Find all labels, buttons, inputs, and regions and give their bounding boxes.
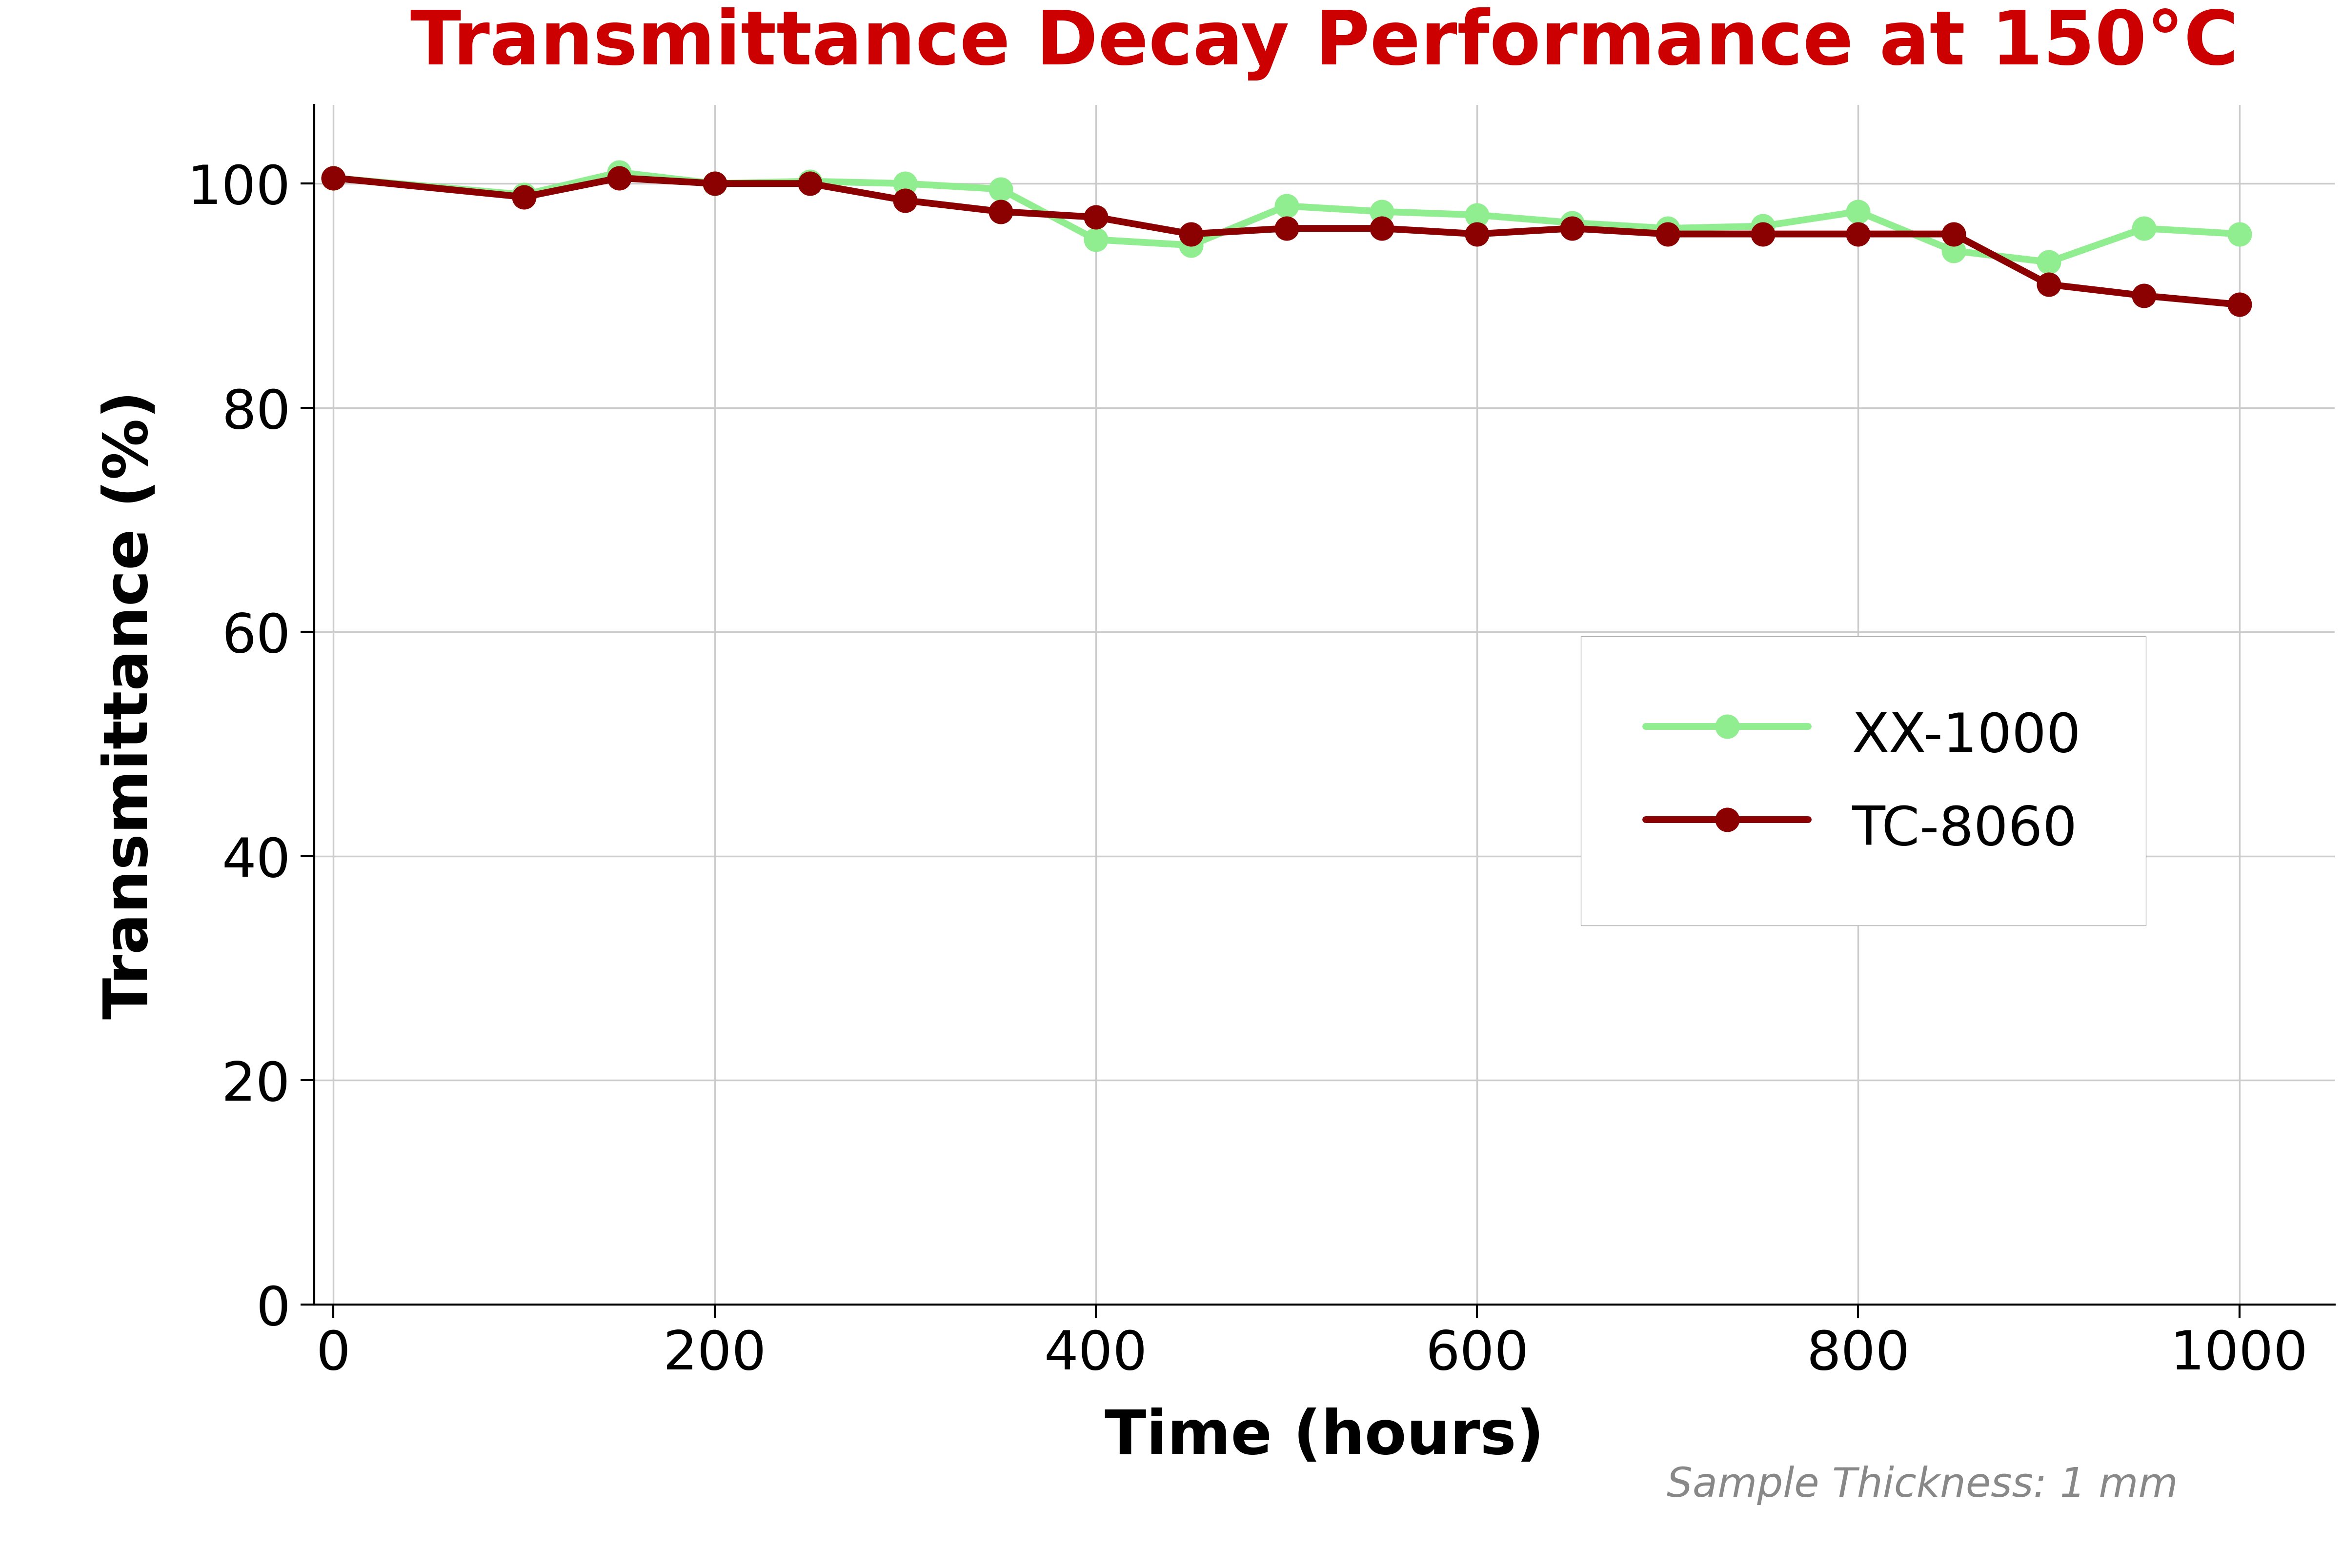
TC-8060 (319, 168, 347, 187)
TC-8060 (1939, 224, 1967, 243)
XX-1000 (1843, 202, 1871, 221)
XX-1000 (1653, 220, 1682, 238)
XX-1000 (1082, 230, 1110, 249)
XX-1000 (1557, 213, 1586, 232)
Line: TC-8060: TC-8060 (321, 166, 2251, 317)
TC-8060 (1368, 220, 1396, 238)
XX-1000 (1178, 235, 1206, 254)
XX-1000 (1464, 205, 1492, 224)
TC-8060 (604, 168, 632, 187)
XX-1000 (986, 180, 1014, 199)
Title: Transmittance Decay Performance at 150°C: Transmittance Decay Performance at 150°C (410, 8, 2239, 80)
TC-8060 (1272, 220, 1300, 238)
TC-8060 (796, 174, 824, 193)
TC-8060 (2129, 287, 2157, 306)
TC-8060 (2225, 295, 2253, 314)
XX-1000 (892, 174, 920, 193)
XX-1000 (796, 172, 824, 191)
TC-8060 (2035, 274, 2063, 293)
XX-1000 (1749, 216, 1778, 235)
Text: Sample Thickness: 1 mm: Sample Thickness: 1 mm (1668, 1466, 2178, 1505)
TC-8060 (1464, 224, 1492, 243)
Y-axis label: Transmittance (%): Transmittance (%) (101, 390, 159, 1019)
TC-8060 (1843, 224, 1871, 243)
XX-1000 (511, 185, 539, 204)
TC-8060 (1749, 224, 1778, 243)
TC-8060 (892, 191, 920, 210)
TC-8060 (1653, 224, 1682, 243)
XX-1000 (1368, 202, 1396, 221)
XX-1000 (2129, 220, 2157, 238)
TC-8060 (700, 174, 728, 193)
TC-8060 (986, 202, 1014, 221)
TC-8060 (1082, 207, 1110, 226)
XX-1000 (1939, 241, 1967, 260)
XX-1000 (604, 163, 632, 182)
XX-1000 (1272, 196, 1300, 215)
TC-8060 (511, 188, 539, 207)
Line: XX-1000: XX-1000 (321, 160, 2251, 274)
XX-1000 (2035, 252, 2063, 271)
TC-8060 (1557, 220, 1586, 238)
TC-8060 (1178, 224, 1206, 243)
XX-1000 (2225, 224, 2253, 243)
X-axis label: Time (hours): Time (hours) (1105, 1408, 1543, 1466)
Legend: XX-1000, TC-8060: XX-1000, TC-8060 (1581, 637, 2145, 925)
XX-1000 (700, 174, 728, 193)
XX-1000 (319, 168, 347, 187)
